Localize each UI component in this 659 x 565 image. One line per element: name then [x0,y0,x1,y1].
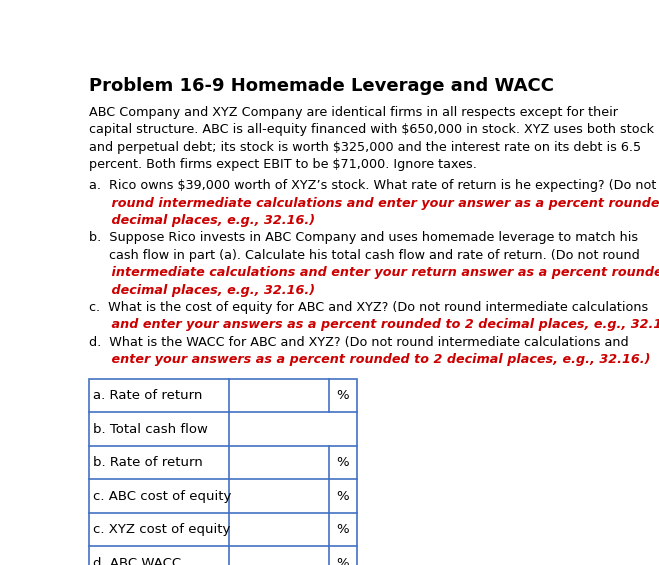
Text: decimal places, e.g., 32.16.): decimal places, e.g., 32.16.) [88,214,314,227]
Text: b. Total cash flow: b. Total cash flow [92,423,208,436]
Text: cash flow in part (a). Calculate his total cash flow and rate of return. (Do not: cash flow in part (a). Calculate his tot… [88,249,639,262]
Text: d. ABC WACC: d. ABC WACC [92,557,181,565]
Text: %: % [336,523,349,536]
Text: and perpetual debt; its stock is worth $325,000 and the interest rate on its deb: and perpetual debt; its stock is worth $… [88,141,641,154]
Text: c. XYZ cost of equity: c. XYZ cost of equity [92,523,230,536]
Text: a.  Rico owns $39,000 worth of XYZ’s stock. What rate of return is he expecting?: a. Rico owns $39,000 worth of XYZ’s stoc… [88,179,656,192]
Text: %: % [336,389,349,402]
Text: percent. Both firms expect EBIT to be $71,000. Ignore taxes.: percent. Both firms expect EBIT to be $7… [88,158,476,171]
Text: capital structure. ABC is all-equity financed with $650,000 in stock. XYZ uses b: capital structure. ABC is all-equity fin… [88,124,654,137]
Text: c. ABC cost of equity: c. ABC cost of equity [92,490,231,503]
Text: c.  What is the cost of equity for ABC and XYZ? (Do not round intermediate calcu: c. What is the cost of equity for ABC an… [88,301,648,314]
Text: b.  Suppose Rico invests in ABC Company and uses homemade leverage to match his: b. Suppose Rico invests in ABC Company a… [88,232,638,245]
Text: a. Rate of return: a. Rate of return [92,389,202,402]
Text: decimal places, e.g., 32.16.): decimal places, e.g., 32.16.) [88,284,314,297]
Text: %: % [336,557,349,565]
Text: %: % [336,456,349,469]
Text: round intermediate calculations and enter your answer as a percent rounded to 2: round intermediate calculations and ente… [88,197,659,210]
Text: b. Rate of return: b. Rate of return [92,456,202,469]
Text: intermediate calculations and enter your return answer as a percent rounded to 2: intermediate calculations and enter your… [88,266,659,279]
Text: Problem 16-9 Homemade Leverage and WACC: Problem 16-9 Homemade Leverage and WACC [88,77,554,95]
Text: ABC Company and XYZ Company are identical firms in all respects except for their: ABC Company and XYZ Company are identica… [88,106,617,119]
Bar [88,379,357,565]
Text: and enter your answers as a percent rounded to 2 decimal places, e.g., 32.16.): and enter your answers as a percent roun… [88,319,659,332]
Text: d.  What is the WACC for ABC and XYZ? (Do not round intermediate calculations an: d. What is the WACC for ABC and XYZ? (Do… [88,336,628,349]
Text: %: % [336,490,349,503]
Text: enter your answers as a percent rounded to 2 decimal places, e.g., 32.16.): enter your answers as a percent rounded … [88,353,650,366]
